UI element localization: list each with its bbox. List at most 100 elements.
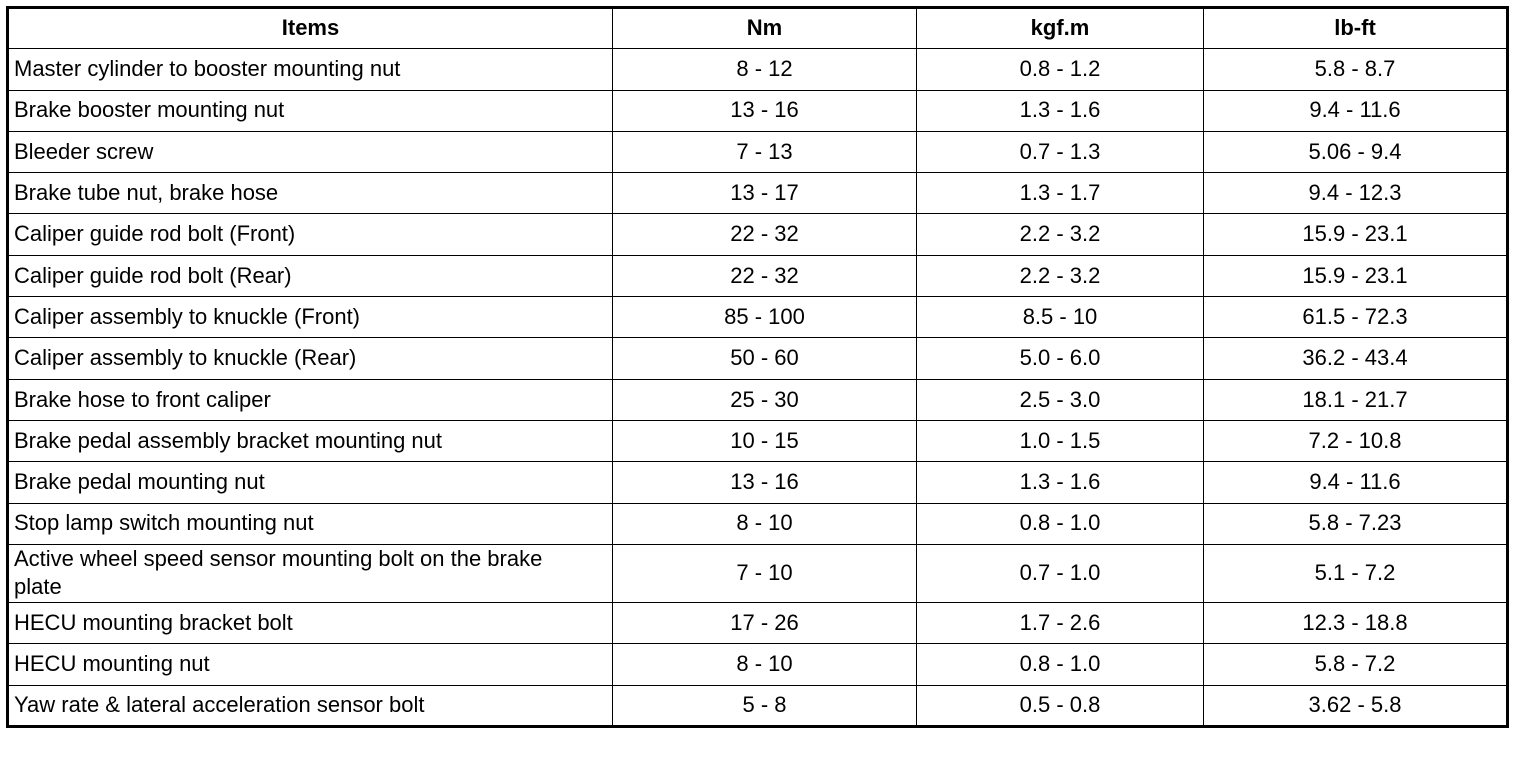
value-cell: 7 - 10 [612, 543, 917, 604]
value-cell: 5.06 - 9.4 [1203, 130, 1508, 174]
value-cell: 7.2 - 10.8 [1203, 419, 1508, 463]
column-header: lb-ft [1203, 6, 1508, 50]
table-row: Brake pedal assembly bracket mounting nu… [7, 419, 1508, 463]
header-row: Items Nm kgf.m lb-ft [7, 6, 1508, 50]
item-text: HECU mounting nut [14, 651, 210, 677]
value-cell: 13 - 16 [612, 89, 917, 132]
item-cell: Stop lamp switch mounting nut [7, 502, 613, 545]
item-cell: Brake booster mounting nut [7, 89, 613, 132]
value-cell: 0.8 - 1.0 [916, 502, 1204, 545]
item-cell: Bleeder screw [7, 130, 613, 174]
value-cell: 13 - 16 [612, 461, 917, 504]
value-cell: 1.3 - 1.6 [916, 461, 1204, 504]
table-row: Active wheel speed sensor mounting bolt … [7, 543, 1508, 604]
table-row: Caliper guide rod bolt (Rear) 22 - 32 2.2 … [7, 254, 1508, 298]
table-row: Caliper guide rod bolt (Front) 22 - 32 2.2… [7, 213, 1508, 256]
item-cell: Brake hose to front caliper [7, 378, 613, 421]
item-text: Brake tube nut, brake hose [14, 180, 279, 206]
value-cell: 15.9 - 23.1 [1203, 254, 1508, 298]
value-cell: 1.3 - 1.6 [916, 89, 1204, 132]
table-row: Yaw rate & lateral acceleration sensor b… [7, 684, 1508, 727]
value-cell: 61.5 - 72.3 [1203, 296, 1508, 339]
item-cell: HECU mounting bracket bolt [7, 602, 613, 645]
item-cell: Master cylinder to booster mounting nut [7, 48, 613, 91]
table-row: Brake hose to front caliper 25 - 30 2.5 - … [7, 378, 1508, 421]
item-text: Active wheel speed sensor mounting bolt … [14, 545, 543, 600]
value-cell: 9.4 - 11.6 [1203, 89, 1508, 132]
value-cell: 85 - 100 [612, 296, 917, 339]
value-cell: 5.1 - 7.2 [1203, 543, 1508, 604]
table-row: Brake tube nut, brake hose 13 - 17 1.3 - 1… [7, 172, 1508, 215]
value-cell: 9.4 - 12.3 [1203, 172, 1508, 215]
value-cell: 2.5 - 3.0 [916, 378, 1204, 421]
value-cell: 5.8 - 8.7 [1203, 48, 1508, 91]
value-cell: 5.0 - 6.0 [916, 337, 1204, 380]
item-cell: Brake pedal mounting nut [7, 461, 613, 504]
table-row: Bleeder screw 7 - 13 0.7 - 1.3 5.06 - 9.4 [7, 130, 1508, 174]
item-text: Caliper guide rod bolt (Rear) [14, 262, 292, 288]
table-row: Master cylinder to booster mounting nut 8… [7, 48, 1508, 91]
item-cell: Caliper assembly to knuckle (Front) [7, 296, 613, 339]
value-cell: 8 - 10 [612, 502, 917, 545]
value-cell: 8.5 - 10 [916, 296, 1204, 339]
table-row: HECU mounting bracket bolt 17 - 26 1.7 - 2… [7, 602, 1508, 645]
item-text: Bleeder screw [14, 138, 154, 164]
item-cell: Caliper assembly to knuckle (Rear) [7, 337, 613, 380]
value-cell: 1.3 - 1.7 [916, 172, 1204, 215]
value-cell: 3.62 - 5.8 [1203, 684, 1508, 727]
value-cell: 0.7 - 1.3 [916, 130, 1204, 174]
value-cell: 10 - 15 [612, 419, 917, 463]
value-cell: 2.2 - 3.2 [916, 254, 1204, 298]
item-text: Brake pedal mounting nut [14, 469, 265, 495]
value-cell: 0.8 - 1.0 [916, 643, 1204, 686]
item-text: Caliper assembly to knuckle (Rear) [14, 345, 357, 371]
value-cell: 5.8 - 7.2 [1203, 643, 1508, 686]
item-text: Caliper guide rod bolt (Front) [14, 221, 296, 247]
item-cell: Caliper guide rod bolt (Rear) [7, 254, 613, 298]
item-text: Master cylinder to booster mounting nut [14, 56, 401, 82]
item-cell: Brake pedal assembly bracket mounting nu… [7, 419, 613, 463]
item-cell: Caliper guide rod bolt (Front) [7, 213, 613, 256]
column-header: kgf.m [916, 6, 1204, 50]
column-header: Items [7, 6, 613, 50]
item-cell: HECU mounting nut [7, 643, 613, 686]
value-cell: 8 - 10 [612, 643, 917, 686]
value-cell: 25 - 30 [612, 378, 917, 421]
value-cell: 22 - 32 [612, 254, 917, 298]
item-cell: Active wheel speed sensor mounting bolt … [7, 543, 613, 604]
item-cell: Brake tube nut, brake hose [7, 172, 613, 215]
value-cell: 1.7 - 2.6 [916, 602, 1204, 645]
table-row: Brake pedal mounting nut 13 - 16 1.3 - 1.6… [7, 461, 1508, 504]
item-text: Brake pedal assembly bracket mounting nu… [14, 427, 443, 453]
value-cell: 15.9 - 23.1 [1203, 213, 1508, 256]
item-cell: Yaw rate & lateral acceleration sensor b… [7, 684, 613, 727]
item-text: Brake hose to front caliper [14, 386, 271, 412]
value-cell: 0.7 - 1.0 [916, 543, 1204, 604]
value-cell: 2.2 - 3.2 [916, 213, 1204, 256]
table-row: Brake booster mounting nut 13 - 16 1.3 - 1… [7, 89, 1508, 132]
item-text: Caliper assembly to knuckle (Front) [14, 303, 361, 329]
value-cell: 36.2 - 43.4 [1203, 337, 1508, 380]
value-cell: 5 - 8 [612, 684, 917, 727]
value-cell: 18.1 - 21.7 [1203, 378, 1508, 421]
item-text: Stop lamp switch mounting nut [14, 510, 314, 536]
value-cell: 17 - 26 [612, 602, 917, 645]
value-cell: 5.8 - 7.23 [1203, 502, 1508, 545]
table-row: Stop lamp switch mounting nut 8 - 10 0.8 -… [7, 502, 1508, 545]
value-cell: 0.5 - 0.8 [916, 684, 1204, 727]
value-cell: 13 - 17 [612, 172, 917, 215]
item-text: Brake booster mounting nut [14, 97, 285, 123]
value-cell: 12.3 - 18.8 [1203, 602, 1508, 645]
value-cell: 22 - 32 [612, 213, 917, 256]
column-header: Nm [612, 6, 917, 50]
table-row: HECU mounting nut 8 - 10 0.8 - 1.0 5.8 - 7.… [7, 643, 1508, 686]
table-row: Caliper assembly to knuckle (Rear) 50 - 6… [7, 337, 1508, 380]
value-cell: 9.4 - 11.6 [1203, 461, 1508, 504]
item-text: HECU mounting bracket bolt [14, 609, 293, 635]
value-cell: 50 - 60 [612, 337, 917, 380]
value-cell: 8 - 12 [612, 48, 917, 91]
table-row: Caliper assembly to knuckle (Front) 85 - … [7, 296, 1508, 339]
item-text: Yaw rate & lateral acceleration sensor b… [14, 691, 425, 717]
value-cell: 1.0 - 1.5 [916, 419, 1204, 463]
